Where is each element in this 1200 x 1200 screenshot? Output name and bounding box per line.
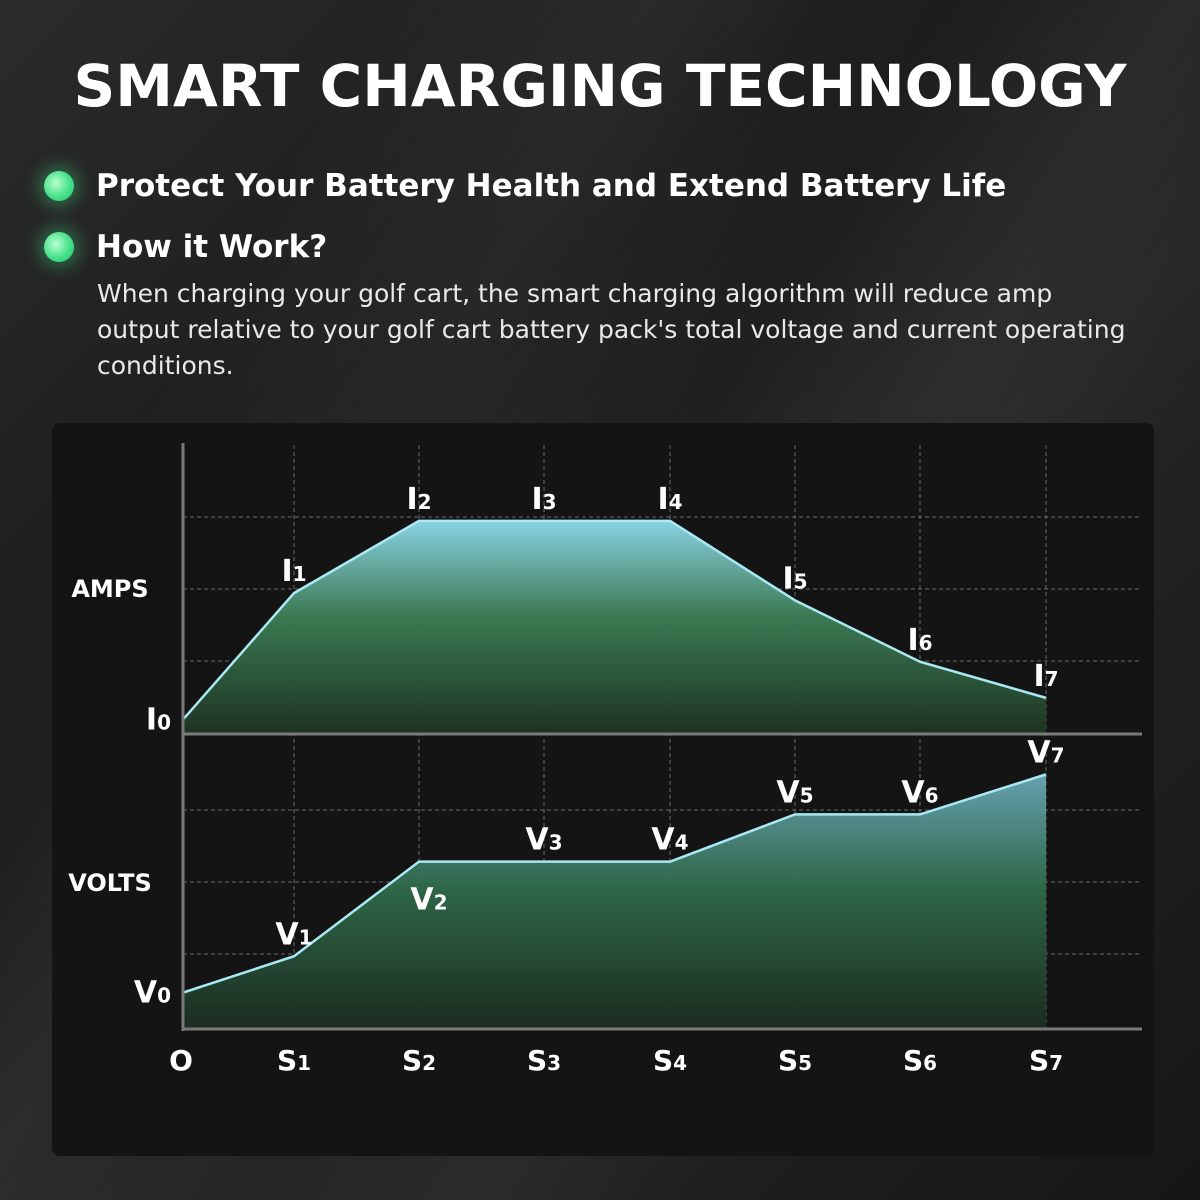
x-tick-label: S2: [402, 1044, 436, 1077]
amps-point-label: I4: [657, 482, 682, 517]
x-tick-label: S5: [778, 1044, 812, 1077]
x-tick-label: O: [169, 1044, 193, 1077]
bullet-dot-icon: [44, 232, 74, 262]
amps-axis-label: AMPS: [71, 575, 148, 603]
volts-point-label: V7: [1027, 735, 1064, 770]
x-tick-label: S7: [1029, 1044, 1063, 1077]
x-tick-label: S1: [277, 1044, 311, 1077]
x-tick-label: S4: [653, 1044, 687, 1077]
amps-point-label: I1: [281, 554, 306, 589]
bullet-text: How it Work?: [96, 229, 328, 265]
volts-point-label: V0: [134, 976, 171, 1011]
volts-point-label: V1: [275, 917, 312, 952]
amps-point-label: I2: [406, 482, 431, 517]
page-title: SMART CHARGING TECHNOLOGY: [73, 52, 1127, 120]
volts-line: [182, 773, 1047, 994]
volts-point-label: V3: [525, 823, 562, 858]
amps-point-label: I6: [907, 623, 932, 658]
amps-area: [183, 520, 1046, 734]
amps-point-label: I5: [782, 561, 807, 596]
x-tick-label: S3: [527, 1044, 561, 1077]
volts-axis-label: VOLTS: [68, 869, 152, 897]
volts-point-label: V5: [776, 775, 813, 810]
volts-point-label: V6: [901, 775, 938, 810]
volts-point-label: V2: [410, 883, 447, 918]
amps-point-label: I7: [1033, 659, 1058, 694]
bullet-text: Protect Your Battery Health and Extend B…: [96, 168, 1007, 204]
bullet-item: Protect Your Battery Health and Extend B…: [44, 168, 1006, 204]
volts-area: [183, 774, 1046, 1029]
amps-point-label: I3: [531, 482, 556, 517]
amps-point-label: I0: [146, 703, 171, 738]
bullet-item: How it Work?: [44, 229, 327, 265]
bullet-dot-icon: [44, 171, 74, 201]
description-paragraph: When charging your golf cart, the smart …: [97, 279, 1126, 380]
x-tick-label: S6: [903, 1044, 937, 1077]
volts-point-label: V4: [651, 823, 688, 858]
amps-line: [182, 519, 1047, 721]
